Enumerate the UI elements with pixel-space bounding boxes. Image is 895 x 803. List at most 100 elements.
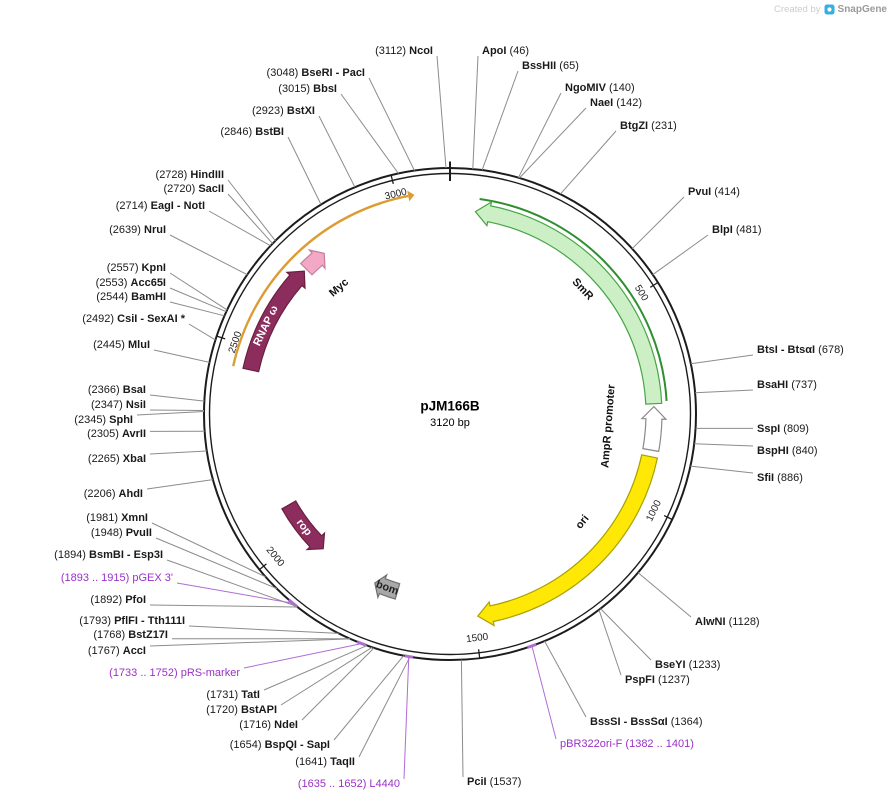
enzyme-label-taqii[interactable]: (1641) TaqII <box>295 756 355 768</box>
enzyme-label-pcii[interactable]: PciI (1537) <box>467 776 521 788</box>
leader-line <box>146 479 213 490</box>
enzyme-label-csii-sexai[interactable]: (2492) CsiI - SexAI * <box>82 313 185 325</box>
enzyme-label-bstapi[interactable]: (1720) BstAPI <box>206 704 277 716</box>
enzyme-name: CsiI - SexAI * <box>117 313 186 325</box>
enzyme-name: SphI <box>109 414 133 426</box>
feature-ori[interactable] <box>476 454 659 627</box>
primer-label-1635-1652-l4440[interactable]: (1635 .. 1652) L4440 <box>298 778 400 790</box>
enzyme-label-sfii[interactable]: SfiI (886) <box>757 472 803 484</box>
leader-line <box>531 645 557 740</box>
enzyme-label-acc65i[interactable]: (2553) Acc65I <box>96 277 166 289</box>
enzyme-name: BspQI - SapI <box>265 739 330 751</box>
enzyme-label-btgzi[interactable]: BtgZI (231) <box>620 120 677 132</box>
enzyme-label-sspi[interactable]: SspI (809) <box>757 423 809 435</box>
enzyme-label-blpi[interactable]: BlpI (481) <box>712 224 762 236</box>
enzyme-name: HindIII <box>190 169 224 181</box>
enzyme-label-avrii[interactable]: (2305) AvrII <box>87 428 146 440</box>
enzyme-position-prefix: (1654) <box>230 739 265 751</box>
leader-line <box>188 323 216 341</box>
enzyme-label-bamhi[interactable]: (2544) BamHI <box>96 291 166 303</box>
enzyme-label-pfoi[interactable]: (1892) PfoI <box>90 594 146 606</box>
enzyme-label-bsphi[interactable]: BspHI (840) <box>757 445 818 457</box>
tick-label-1500: 1500 <box>465 632 489 646</box>
leader-line <box>166 559 297 607</box>
enzyme-label-alwni[interactable]: AlwNI (1128) <box>695 616 760 628</box>
primer-label-1733-1752-prs-marker[interactable]: (1733 .. 1752) pRS-marker <box>109 667 240 679</box>
enzyme-label-hindiii[interactable]: (2728) HindIII <box>156 169 224 181</box>
enzyme-label-pflfi-tth111i[interactable]: (1793) PflFI - Tth111I <box>79 615 185 627</box>
enzyme-label-tati[interactable]: (1731) TatI <box>206 689 260 701</box>
enzyme-label-xmni[interactable]: (1981) XmnI <box>86 512 148 524</box>
feature-smr[interactable] <box>474 200 663 405</box>
enzyme-label-xbai[interactable]: (2265) XbaI <box>88 453 146 465</box>
enzyme-position-prefix: (1894) <box>54 549 89 561</box>
enzyme-name: BseRI - PacI <box>301 67 365 79</box>
leader-line <box>481 70 519 171</box>
enzyme-label-sphi[interactable]: (2345) SphI <box>74 414 133 426</box>
primer-arc-pbr322ori-f-1382-1401[interactable] <box>526 642 537 649</box>
leader-line <box>301 647 375 721</box>
enzyme-name: BsaHI <box>757 379 788 391</box>
primer-label-1893-1915-pgex-3[interactable]: (1893 .. 1915) pGEX 3' <box>61 572 173 584</box>
enzyme-label-nsii[interactable]: (2347) NsiI <box>91 399 146 411</box>
enzyme-label-apoi[interactable]: ApoI (46) <box>482 45 529 57</box>
leader-line <box>690 354 754 365</box>
plasmid-title: pJM166B <box>420 399 480 414</box>
enzyme-label-bsai[interactable]: (2366) BsaI <box>88 384 146 396</box>
enzyme-label-ncoi[interactable]: (3112) NcoI <box>375 45 433 57</box>
enzyme-label-pspfi[interactable]: PspFI (1237) <box>625 674 690 686</box>
enzyme-label-ngomiv[interactable]: NgoMIV (140) <box>565 82 635 94</box>
enzyme-position-prefix: (1716) <box>239 719 274 731</box>
enzyme-position-prefix: (2846) <box>220 126 255 138</box>
enzyme-label-bstbi[interactable]: (2846) BstBI <box>220 126 284 138</box>
enzyme-label-sacii[interactable]: (2720) SacII <box>163 183 224 195</box>
enzyme-label-pvuii[interactable]: (1948) PvuII <box>91 527 152 539</box>
enzyme-label-bseri-paci[interactable]: (3048) BseRI - PacI <box>267 67 365 79</box>
enzyme-label-nrui[interactable]: (2639) NruI <box>109 224 166 236</box>
enzyme-name: BamHI <box>131 291 166 303</box>
leader-line <box>560 130 617 195</box>
enzyme-label-bspqi-sapi[interactable]: (1654) BspQI - SapI <box>230 739 330 751</box>
enzyme-label-btsi-bts-i[interactable]: BtsI - BtsαI (678) <box>757 344 844 356</box>
enzyme-label-bbsi[interactable]: (3015) BbsI <box>278 83 337 95</box>
enzyme-name: ApoI <box>482 45 506 57</box>
leader-line <box>637 572 692 618</box>
enzyme-label-bsssi-bsss-i[interactable]: BssSI - BssSαI (1364) <box>590 716 703 728</box>
enzyme-label-bseyi[interactable]: BseYI (1233) <box>655 659 720 671</box>
enzyme-label-eagi-noti[interactable]: (2714) EagI - NotI <box>116 200 205 212</box>
enzyme-label-bsahi[interactable]: BsaHI (737) <box>757 379 817 391</box>
enzyme-label-naei[interactable]: NaeI (142) <box>590 97 642 109</box>
enzyme-name: PciI <box>467 776 487 788</box>
leader-line <box>695 389 754 394</box>
enzyme-position-prefix: (2714) <box>116 200 151 212</box>
enzyme-name: BssSI - BssSαI <box>590 716 668 728</box>
enzyme-label-bstxi[interactable]: (2923) BstXI <box>252 105 315 117</box>
enzyme-label-ndei[interactable]: (1716) NdeI <box>239 719 298 731</box>
enzyme-label-acci[interactable]: (1767) AccI <box>88 645 146 657</box>
enzyme-label-bsmbi-esp3i[interactable]: (1894) BsmBI - Esp3I <box>54 549 163 561</box>
feature-myc[interactable] <box>299 249 326 276</box>
enzyme-label-mlui[interactable]: (2445) MluI <box>93 339 150 351</box>
enzyme-name: NcoI <box>409 45 433 57</box>
primer-label-pbr322ori-f-1382-1401[interactable]: pBR322ori-F (1382 .. 1401) <box>560 738 694 750</box>
feature-ampr-promoter[interactable] <box>640 405 668 453</box>
leader-line <box>136 411 205 416</box>
enzyme-name: PvuII <box>126 527 152 539</box>
enzyme-label-pvui[interactable]: PvuI (414) <box>688 186 740 198</box>
enzyme-name: BspHI <box>757 445 789 457</box>
enzyme-position-suffix: (231) <box>648 120 677 132</box>
enzyme-position-prefix: (2206) <box>84 488 119 500</box>
leader-line <box>519 107 587 179</box>
enzyme-label-bstz17i[interactable]: (1768) BstZ17I <box>93 629 168 641</box>
enzyme-label-bsshii[interactable]: BssHII (65) <box>522 60 579 72</box>
tick-mark <box>477 649 481 659</box>
gold-arc-feature[interactable] <box>232 194 409 367</box>
enzyme-name: SacII <box>198 183 224 195</box>
enzyme-name: XbaI <box>123 453 146 465</box>
feature-rnap[interactable] <box>242 270 306 373</box>
feature-rop[interactable] <box>281 500 326 551</box>
enzyme-label-kpni[interactable]: (2557) KpnI <box>107 262 166 274</box>
feature-bom[interactable] <box>374 573 401 600</box>
enzyme-label-ahdi[interactable]: (2206) AhdI <box>84 488 143 500</box>
